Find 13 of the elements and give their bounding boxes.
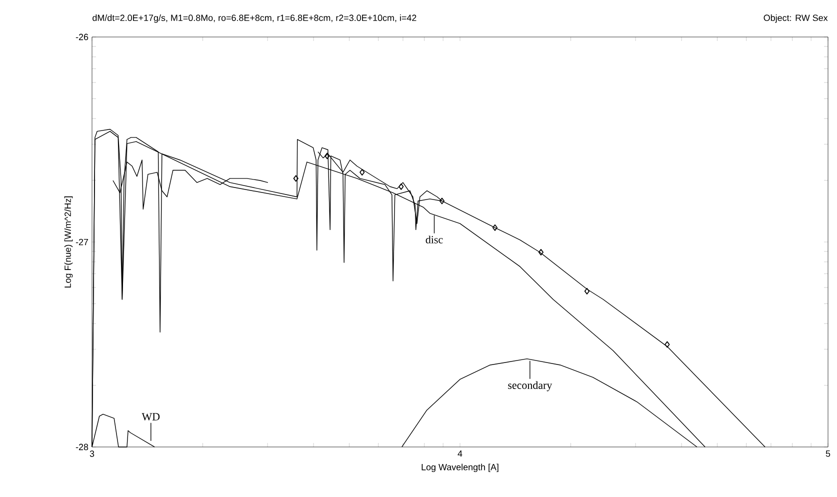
y-tick-label: -27: [76, 238, 88, 246]
x-axis-title: Log Wavelength [A]: [422, 464, 498, 472]
y-tick-label: -28: [76, 444, 88, 450]
annotation: WD: [142, 413, 160, 420]
chart-subtitle: Object: RW Sex: [764, 14, 828, 23]
annotation: secondary: [508, 381, 552, 392]
x-tick-label: 4: [458, 450, 462, 457]
chart-title: dM/dt=2.0E+17g/s, M1=0.8Mo, ro=6.8E+8cm, r1=6.8E+8cm, r2=3.0E+10cm, i=42: [92, 14, 416, 23]
y-axis-title: Log F(nue) [W/m^2/Hz]: [64, 196, 73, 288]
annotation: disc: [426, 236, 443, 244]
y-tick-label: -26: [76, 34, 88, 40]
x-tick-label: 5: [826, 450, 830, 457]
x-tick-label: 3: [90, 450, 94, 457]
